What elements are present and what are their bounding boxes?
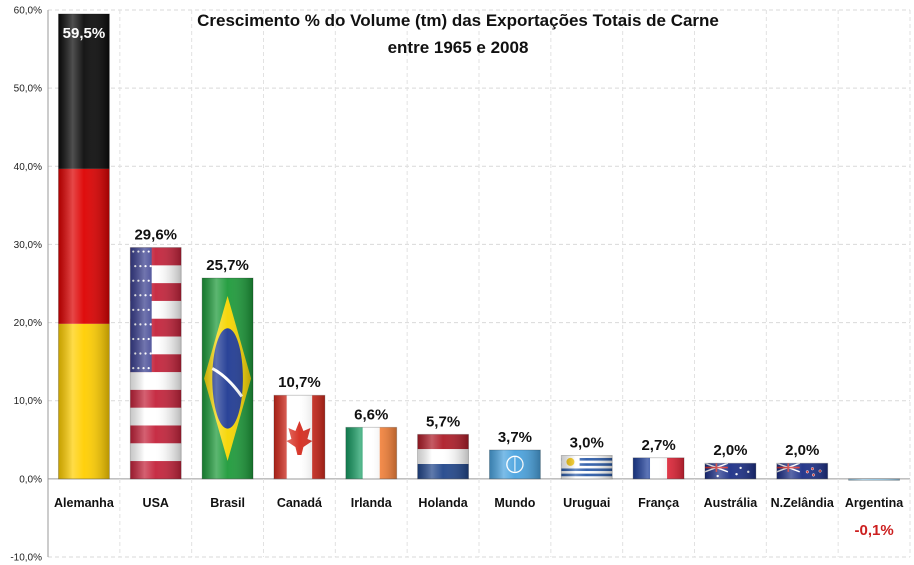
y-tick-label: 0,0%: [19, 474, 42, 485]
value-label: 3,7%: [498, 429, 532, 446]
bar-frana: [632, 457, 685, 480]
category-label: Austrália: [704, 496, 759, 510]
value-label: 10,7%: [278, 374, 321, 391]
y-tick-label: 60,0%: [14, 6, 42, 17]
category-label: N.Zelândia: [771, 496, 835, 510]
value-label: 2,0%: [785, 442, 819, 459]
bar-argentina: [848, 478, 900, 481]
category-label: Mundo: [494, 496, 535, 510]
bars: [58, 13, 900, 481]
category-labels: Alemanha USA Brasil Canadá Irlanda Holanda Mun…: [54, 496, 904, 510]
value-label: 3,0%: [570, 434, 604, 451]
y-tick-label: 30,0%: [14, 240, 42, 251]
bar-irlanda: [345, 426, 398, 480]
value-label: 29,6%: [134, 227, 177, 244]
y-axis-ticks: -10,0% 0,0% 10,0% 20,0% 30,0% 40,0% 50,0% 60,0%: [10, 6, 42, 564]
value-label: 25,7%: [206, 257, 249, 274]
value-label: 2,0%: [713, 442, 747, 459]
bar-uruguai: [560, 455, 613, 480]
category-label: Holanda: [418, 496, 468, 510]
y-tick-label: 50,0%: [14, 84, 42, 95]
value-label: 5,7%: [426, 413, 460, 430]
category-label: França: [638, 496, 680, 510]
gridlines: [47, 9, 911, 558]
category-label: Uruguai: [563, 496, 610, 510]
value-label: 2,7%: [641, 437, 675, 454]
bar-austrlia: [704, 462, 757, 480]
bar-usa: [129, 247, 182, 480]
bar-mundo: [489, 449, 541, 480]
value-label: 59,5%: [63, 25, 106, 42]
category-label: Brasil: [210, 496, 245, 510]
bar-nzelndia: [776, 462, 829, 480]
chart-title-line1: Crescimento % do Volume (tm) das Exporta…: [197, 11, 719, 30]
category-label: Irlanda: [351, 496, 393, 510]
category-label: Canadá: [277, 496, 322, 510]
bar-holanda: [417, 433, 469, 480]
category-label: Alemanha: [54, 496, 115, 510]
bar-brasil: [201, 277, 254, 480]
value-label: 6,6%: [354, 406, 388, 423]
y-tick-label: 10,0%: [14, 396, 42, 407]
value-labels: 59,5% 29,6% 25,7% 10,7% 6,6% 5,7% 3,7% 3,0% 2,7%…: [63, 25, 894, 539]
category-label: USA: [143, 496, 169, 510]
y-tick-label: -10,0%: [10, 553, 42, 564]
chart-title-line2: entre 1965 e 2008: [388, 38, 529, 57]
bar-alemanha: [58, 13, 110, 480]
category-label: Argentina: [845, 496, 904, 510]
y-tick-label: 20,0%: [14, 318, 42, 329]
bar-canad: [273, 394, 326, 480]
value-label: -0,1%: [854, 522, 893, 539]
y-tick-label: 40,0%: [14, 162, 42, 173]
